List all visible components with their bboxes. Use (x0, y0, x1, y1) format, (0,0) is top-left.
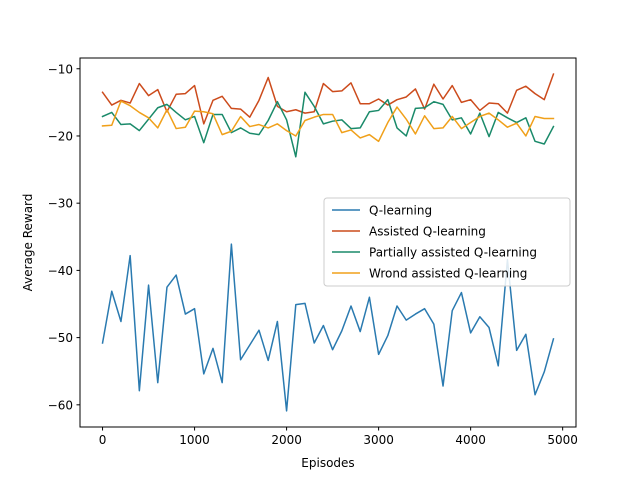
y-axis-label: Average Reward (21, 194, 35, 292)
series-line-partially-assisted-q-learning (101, 91, 555, 158)
x-tick-label: 4000 (455, 433, 486, 447)
legend-label-wrond-assisted: Wrond assisted Q-learning (369, 267, 527, 281)
x-axis-label: Episodes (301, 456, 354, 470)
y-tick-label: −10 (48, 62, 73, 76)
legend: Q-learning Assisted Q-learning Partially… (323, 197, 571, 287)
y-axis-ticks: −60 −50 −40 −30 −20 −10 (48, 62, 80, 412)
plot-frame (79, 57, 577, 428)
series-layer (101, 73, 555, 412)
y-tick-label: −30 (48, 197, 73, 211)
y-tick-label: −20 (48, 129, 73, 143)
x-axis-ticks: 0 1000 2000 3000 4000 5000 (99, 427, 578, 447)
legend-box (323, 197, 571, 287)
y-tick-label: −60 (48, 398, 73, 412)
legend-label-assisted: Assisted Q-learning (369, 225, 486, 239)
x-tick-label: 2000 (271, 433, 302, 447)
y-tick-label: −40 (48, 264, 73, 278)
series-line-wrond-assisted-q-learning (101, 100, 555, 143)
x-tick-label: 1000 (179, 433, 210, 447)
x-tick-label: 0 (99, 433, 107, 447)
series-line-assisted-q-learning (101, 73, 555, 125)
x-tick-label: 5000 (547, 433, 578, 447)
legend-label-partially-assisted: Partially assisted Q-learning (369, 246, 537, 260)
series-line-q-learning (101, 243, 555, 412)
x-tick-label: 3000 (363, 433, 394, 447)
legend-label-q-learning: Q-learning (369, 204, 432, 218)
y-tick-label: −50 (48, 331, 73, 345)
